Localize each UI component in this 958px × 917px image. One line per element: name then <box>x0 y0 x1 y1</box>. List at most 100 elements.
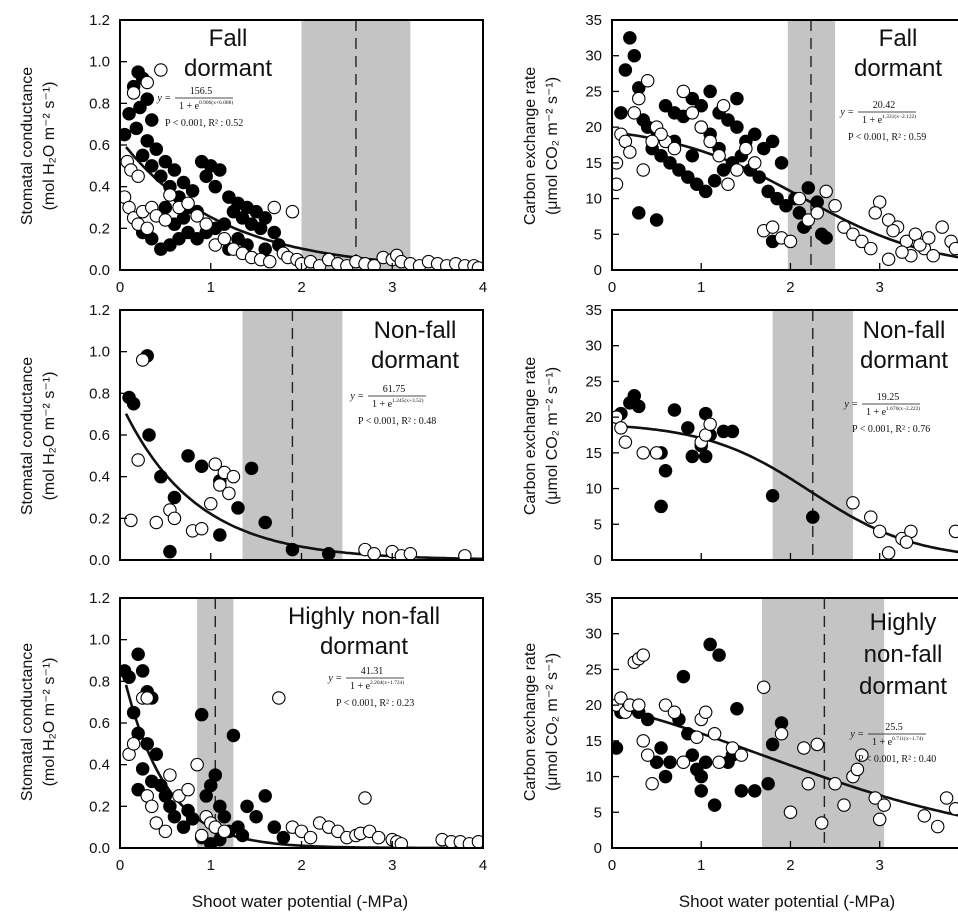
data-point-filled <box>654 148 668 163</box>
data-point-open <box>721 177 735 192</box>
data-point-filled <box>819 231 833 245</box>
data-point-open <box>930 819 945 834</box>
data-point-open <box>154 63 168 77</box>
data-point-filled <box>663 156 677 170</box>
data-point-filled <box>681 421 695 435</box>
data-point-filled <box>154 242 168 256</box>
x-tick-label: 4 <box>479 279 487 296</box>
fit-curve <box>124 413 483 560</box>
panel-gs-highly-non-fall-dormant: 0.0 0.2 0.4 0.6 0.8 1.0 1.2 0 1 2 3 4 Highly non-fal… <box>89 590 487 874</box>
data-point-filled <box>707 173 722 188</box>
data-point-filled <box>703 84 717 99</box>
data-point-open <box>846 227 860 242</box>
fit-curve <box>617 707 958 817</box>
data-point-open <box>850 762 865 777</box>
data-point-filled <box>792 206 807 220</box>
y-tick-label: 1.2 <box>89 302 110 319</box>
data-point-open <box>725 741 740 755</box>
equation-stats: P < 0.001, R² : 0.76 <box>852 424 930 435</box>
data-point-open <box>172 789 186 803</box>
data-point-filled <box>627 388 642 403</box>
data-point-filled <box>612 741 624 755</box>
data-point-open <box>948 524 958 539</box>
data-point-open <box>217 232 232 246</box>
x-tick-label: 0 <box>608 279 616 296</box>
data-point-filled <box>190 232 204 246</box>
data-point-filled <box>244 461 259 476</box>
data-point-filled <box>176 175 191 190</box>
data-point-filled <box>135 664 150 678</box>
equation-lhs: y = <box>327 673 342 684</box>
data-point-filled <box>779 198 793 213</box>
data-point-open <box>614 421 628 435</box>
equation-denominator: 1 + e <box>862 115 883 126</box>
data-point-open <box>294 824 309 839</box>
data-point-open <box>331 824 345 839</box>
data-point-filled <box>685 91 700 106</box>
y-tick-label: 10 <box>585 481 602 498</box>
data-point-filled <box>149 142 164 156</box>
equation-exponent: 2.204(x+1.724) <box>370 679 404 686</box>
data-point-open <box>694 120 708 134</box>
data-point-open <box>864 510 878 524</box>
x-tick-label: 1 <box>697 279 705 296</box>
data-point-open <box>145 799 159 814</box>
data-point-filled <box>172 232 186 246</box>
equation-exponent: 1.245(x+3.52) <box>392 397 424 404</box>
y-tick-label: 25 <box>585 373 602 390</box>
data-point-open <box>208 238 223 252</box>
data-point-open <box>623 145 637 159</box>
data-point-open <box>734 748 749 762</box>
data-point-filled <box>126 705 141 720</box>
y-tick-label: 0 <box>594 552 602 569</box>
data-point-open <box>814 816 829 830</box>
left-ylabel-top-line2: (mol H₂O m⁻² s⁻¹) <box>41 82 58 211</box>
data-point-filled <box>685 748 700 762</box>
x-tick-label: 0 <box>608 857 616 874</box>
data-point-filled <box>285 542 300 557</box>
x-tick-label: 2 <box>297 279 305 296</box>
y-tick-label: 0.2 <box>89 510 110 527</box>
equation-lhs: y = <box>156 93 171 104</box>
panel-title-line: dormant <box>859 673 947 700</box>
data-point-open <box>403 547 418 560</box>
data-point-filled <box>725 424 740 439</box>
equation-denominator: 1 + e <box>350 681 371 692</box>
data-point-filled <box>761 776 775 791</box>
data-point-filled <box>694 784 708 798</box>
data-point-filled <box>158 154 173 169</box>
data-point-open <box>649 446 664 460</box>
data-point-open <box>801 776 816 791</box>
equation-exponent: 1.676(x−2.222) <box>886 405 920 412</box>
data-point-filled <box>167 490 182 505</box>
data-point-filled <box>654 499 668 514</box>
plot-frame <box>611 309 958 561</box>
data-point-open <box>783 805 798 820</box>
data-point-open <box>362 824 377 839</box>
y-tick-label: 0.8 <box>89 385 110 402</box>
data-point-filled <box>140 737 154 751</box>
left-ylabel-middle-line2: (mol H₂O m⁻² s⁻¹) <box>41 372 58 501</box>
y-tick-label: 15 <box>585 445 602 462</box>
data-point-open <box>690 730 704 745</box>
panel-title-line: dormant <box>320 633 408 660</box>
data-point-open <box>926 248 940 263</box>
y-tick-label: 1.0 <box>89 344 110 361</box>
data-point-open <box>222 486 236 501</box>
data-point-open <box>645 776 659 791</box>
data-point-filled <box>258 515 272 530</box>
data-point-open <box>881 546 896 560</box>
panel-gs-non-fall-dormant: 0.0 0.2 0.4 0.6 0.8 1.0 1.2 Non-fall dormant y = 6… <box>89 302 484 569</box>
data-point-filled <box>185 184 200 198</box>
data-point-open <box>140 221 154 236</box>
data-point-filled <box>658 769 673 784</box>
equation-numerator: 19.25 <box>877 392 900 403</box>
x-tick-label: 4 <box>479 857 487 874</box>
data-point-filled <box>649 755 664 770</box>
data-point-filled <box>649 213 664 227</box>
data-point-open <box>774 726 789 741</box>
data-point-filled <box>623 31 637 45</box>
data-point-open <box>124 513 138 528</box>
left-ylabel-top-line1: Stomatal conductance <box>19 67 36 225</box>
data-point-open <box>837 220 851 234</box>
